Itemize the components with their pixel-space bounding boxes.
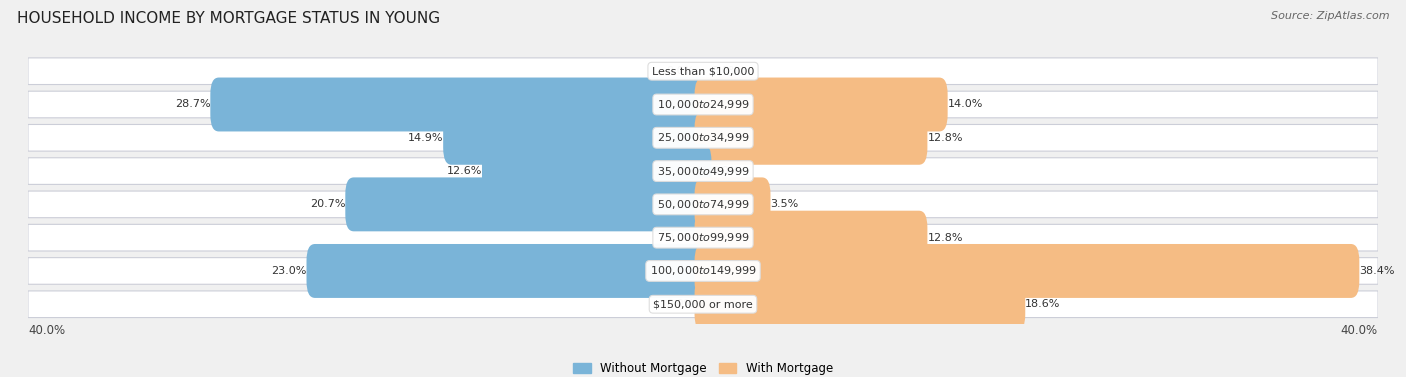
- FancyBboxPatch shape: [28, 58, 1378, 84]
- Text: $25,000 to $34,999: $25,000 to $34,999: [657, 131, 749, 144]
- FancyBboxPatch shape: [695, 277, 1025, 331]
- Text: 38.4%: 38.4%: [1360, 266, 1395, 276]
- FancyBboxPatch shape: [695, 111, 928, 165]
- Text: $150,000 or more: $150,000 or more: [654, 299, 752, 309]
- Text: 0.0%: 0.0%: [666, 233, 695, 243]
- Text: 20.7%: 20.7%: [309, 199, 346, 209]
- Text: Source: ZipAtlas.com: Source: ZipAtlas.com: [1271, 11, 1389, 21]
- FancyBboxPatch shape: [346, 178, 711, 231]
- FancyBboxPatch shape: [695, 211, 928, 265]
- Text: 14.9%: 14.9%: [408, 133, 443, 143]
- FancyBboxPatch shape: [695, 244, 1360, 298]
- Text: 0.0%: 0.0%: [666, 299, 695, 309]
- FancyBboxPatch shape: [28, 257, 1378, 284]
- FancyBboxPatch shape: [28, 291, 1378, 317]
- FancyBboxPatch shape: [211, 78, 711, 132]
- Text: 3.5%: 3.5%: [770, 199, 799, 209]
- Legend: Without Mortgage, With Mortgage: Without Mortgage, With Mortgage: [568, 357, 838, 377]
- FancyBboxPatch shape: [695, 178, 770, 231]
- FancyBboxPatch shape: [482, 144, 711, 198]
- Text: 12.8%: 12.8%: [928, 233, 963, 243]
- Text: 18.6%: 18.6%: [1025, 299, 1060, 309]
- Text: 0.0%: 0.0%: [711, 66, 740, 76]
- Text: 14.0%: 14.0%: [948, 100, 983, 109]
- Text: 12.8%: 12.8%: [928, 133, 963, 143]
- FancyBboxPatch shape: [28, 191, 1378, 218]
- FancyBboxPatch shape: [28, 91, 1378, 118]
- Text: $10,000 to $24,999: $10,000 to $24,999: [657, 98, 749, 111]
- FancyBboxPatch shape: [695, 78, 948, 132]
- Text: 0.0%: 0.0%: [711, 166, 740, 176]
- FancyBboxPatch shape: [307, 244, 711, 298]
- Text: 40.0%: 40.0%: [28, 323, 65, 337]
- FancyBboxPatch shape: [443, 111, 711, 165]
- Text: Less than $10,000: Less than $10,000: [652, 66, 754, 76]
- Text: 40.0%: 40.0%: [1341, 323, 1378, 337]
- Text: $75,000 to $99,999: $75,000 to $99,999: [657, 231, 749, 244]
- FancyBboxPatch shape: [28, 224, 1378, 251]
- Text: $35,000 to $49,999: $35,000 to $49,999: [657, 165, 749, 178]
- Text: HOUSEHOLD INCOME BY MORTGAGE STATUS IN YOUNG: HOUSEHOLD INCOME BY MORTGAGE STATUS IN Y…: [17, 11, 440, 26]
- FancyBboxPatch shape: [28, 124, 1378, 151]
- FancyBboxPatch shape: [28, 158, 1378, 184]
- Text: $50,000 to $74,999: $50,000 to $74,999: [657, 198, 749, 211]
- Text: 12.6%: 12.6%: [447, 166, 482, 176]
- Text: 23.0%: 23.0%: [271, 266, 307, 276]
- Text: $100,000 to $149,999: $100,000 to $149,999: [650, 264, 756, 277]
- Text: 0.0%: 0.0%: [666, 66, 695, 76]
- Text: 28.7%: 28.7%: [174, 100, 211, 109]
